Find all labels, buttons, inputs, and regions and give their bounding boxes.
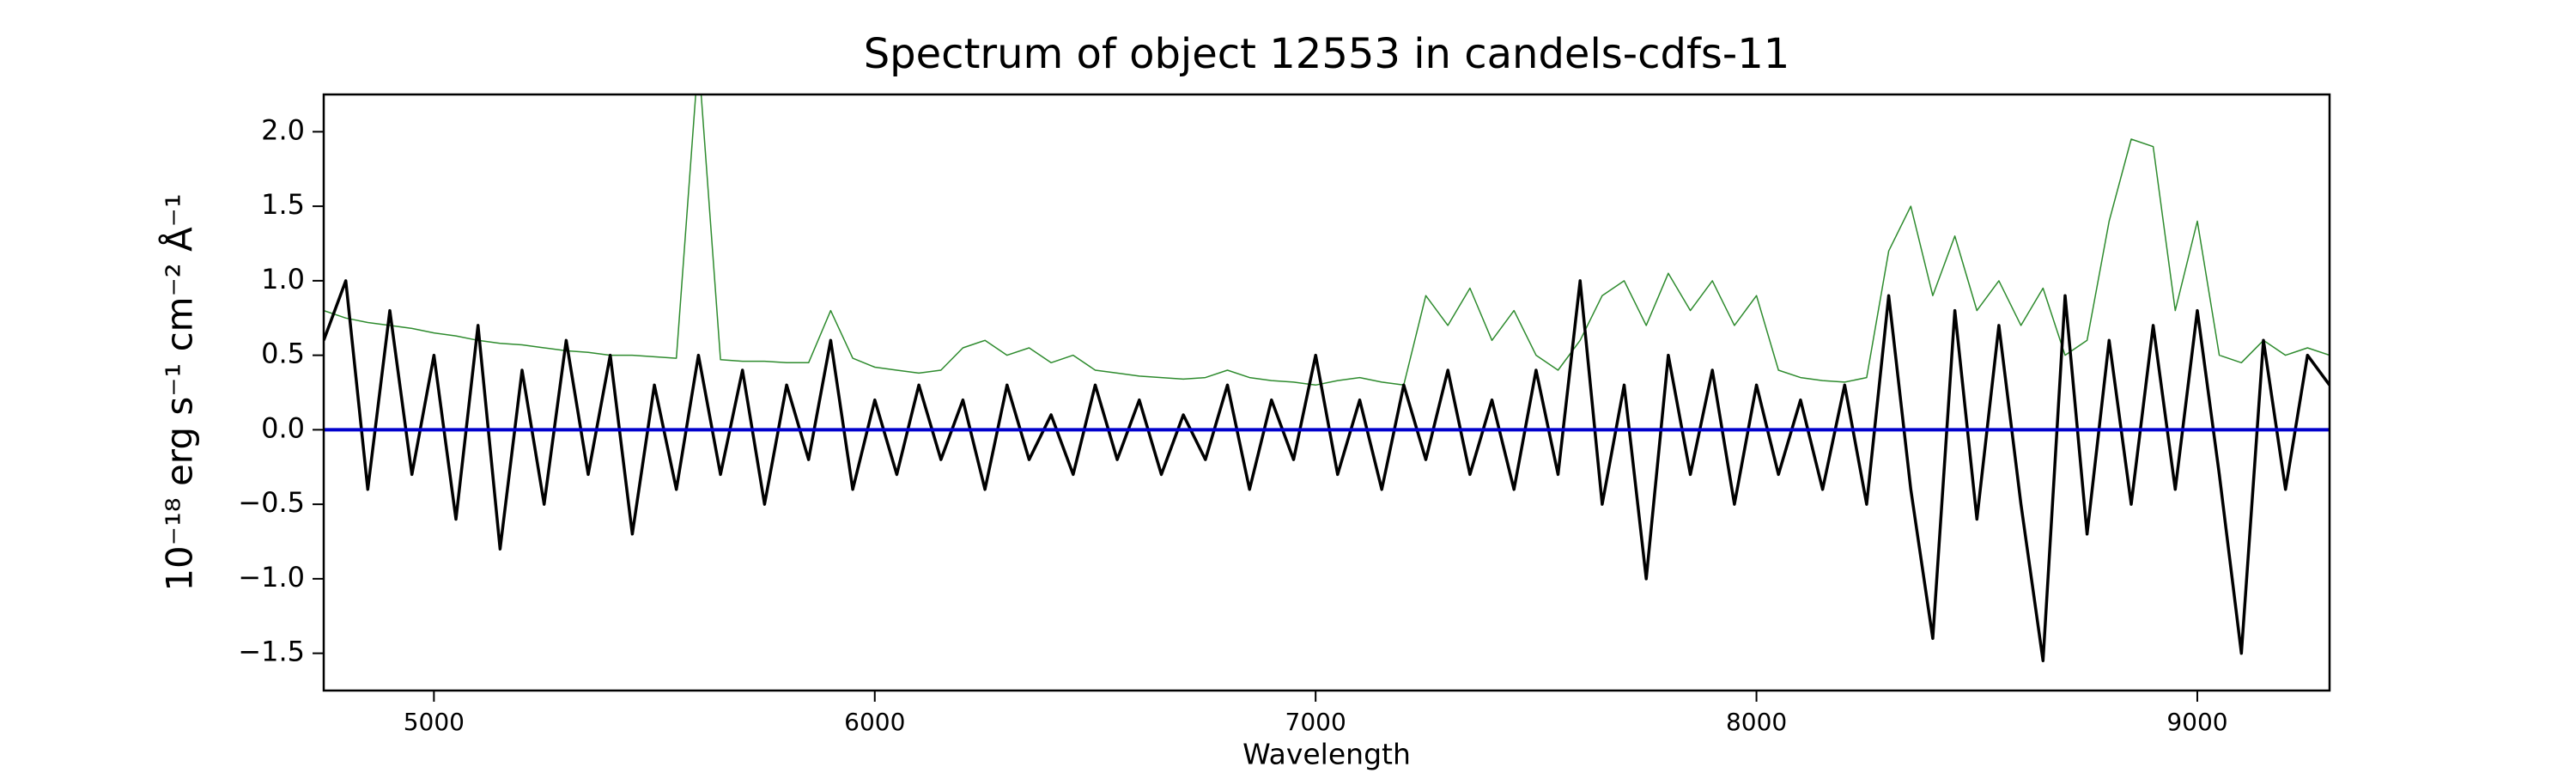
plot-area [324,94,2330,663]
x-axis-label: Wavelength [1242,738,1411,771]
y-tick-label: 2.0 [261,113,305,146]
spectrum-line [324,94,2330,386]
x-tick-label: 9000 [2166,708,2227,736]
y-tick-label: 0.5 [261,338,305,370]
y-tick-label: −0.5 [238,486,305,519]
y-tick-label: −1.5 [238,636,305,668]
x-tick-label: 8000 [1726,708,1787,736]
y-tick-label: 1.0 [261,263,305,295]
x-tick-label: 6000 [844,708,905,736]
x-tick-label: 5000 [404,708,465,736]
x-tick-label: 7000 [1285,708,1346,736]
chart-title: Spectrum of object 12553 in candels-cdfs… [864,30,1790,78]
y-axis-label: 10⁻¹⁸ erg s⁻¹ cm⁻² Å⁻¹ [158,193,201,591]
y-tick-label: 0.0 [261,411,305,444]
axes-frame [322,93,2331,692]
y-tick-label: 1.5 [261,188,305,221]
spectrum-line [324,279,2330,663]
y-tick-label: −1.0 [238,561,305,593]
